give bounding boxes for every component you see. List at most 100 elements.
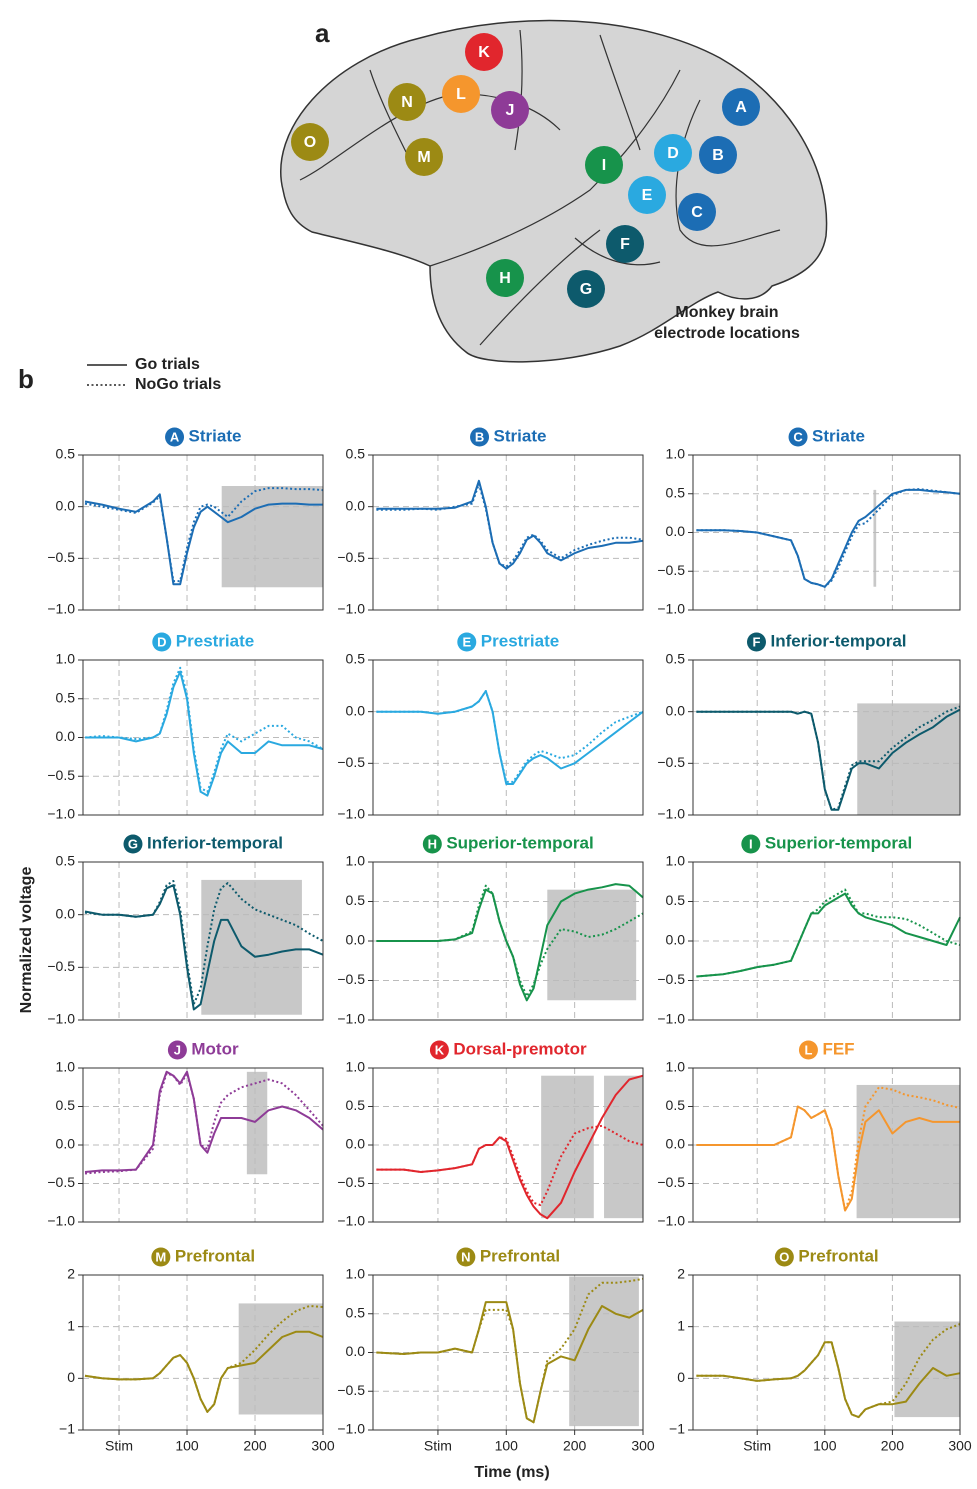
x-tick-label: 300 — [631, 1438, 655, 1454]
plot-frame — [692, 1274, 961, 1431]
plot-frame — [82, 454, 324, 611]
y-tick-label: 2 — [67, 1266, 75, 1282]
y-tick-label: −1.0 — [47, 1213, 75, 1229]
plot-frame — [82, 1067, 324, 1223]
y-tick-label: 0 — [677, 1369, 685, 1385]
data-line — [696, 1086, 961, 1212]
chart-title: Inferior-temporal — [770, 631, 906, 650]
title-badge-letter: E — [462, 634, 471, 649]
y-tick-label: −0.5 — [47, 549, 75, 565]
title-badge-letter: A — [170, 429, 180, 444]
y-tick-label: 0.0 — [346, 1136, 366, 1152]
y-tick-label: 1.0 — [56, 651, 76, 667]
title-badge — [456, 1247, 476, 1267]
data-line — [84, 1070, 324, 1173]
title-badge-letter: B — [475, 429, 484, 444]
y-tick-label: −0.5 — [657, 971, 685, 987]
shaded-region — [238, 1303, 323, 1415]
data-line — [696, 488, 961, 588]
y-tick-label: 1.0 — [666, 1059, 686, 1075]
y-tick-label: −1.0 — [337, 1011, 365, 1027]
y-tick-label: 2 — [677, 1266, 685, 1282]
data-line — [376, 1124, 644, 1207]
electrode-label: I — [602, 157, 606, 174]
electrode — [722, 88, 760, 126]
y-tick-label: 1 — [677, 1317, 685, 1333]
electrode — [606, 225, 644, 263]
y-tick-label: 0.5 — [346, 1304, 366, 1320]
panel-label: a — [315, 18, 330, 48]
brain-sulci — [299, 29, 781, 346]
x-tick-label: 100 — [495, 1438, 519, 1454]
electrode-label: A — [735, 99, 747, 116]
title-badge-letter: C — [793, 429, 803, 444]
data-line — [696, 1341, 961, 1419]
shaded-region — [201, 879, 302, 1015]
electrode-label: B — [712, 147, 724, 164]
y-tick-label: −1.0 — [47, 601, 75, 617]
data-line — [696, 1105, 960, 1212]
title-badge — [798, 1040, 818, 1060]
electrode-label: N — [401, 94, 413, 111]
electrode — [678, 193, 716, 231]
plot-frame — [82, 1274, 324, 1431]
y-tick-label: 0.0 — [666, 702, 686, 718]
title-badge — [788, 427, 808, 447]
plot-frame — [372, 659, 644, 816]
electrode — [291, 123, 329, 161]
y-axis-label: Normalized voltage — [18, 867, 35, 1014]
title-badge-letter: J — [174, 1042, 181, 1057]
title-badge — [167, 1040, 187, 1060]
y-tick-label: 1.0 — [666, 446, 686, 462]
chart-title: Motor — [191, 1039, 239, 1058]
chart-title: Prefrontal — [480, 1246, 560, 1265]
data-line — [696, 705, 961, 811]
y-tick-label: 0.5 — [346, 446, 366, 462]
title-badge-letter: H — [428, 836, 437, 851]
y-tick-label: 1.0 — [56, 1059, 76, 1075]
data-line — [84, 1072, 324, 1175]
y-tick-label: 1.0 — [346, 1266, 366, 1282]
data-line — [84, 884, 324, 1011]
panel-label: b — [18, 364, 34, 394]
electrode-label: O — [304, 134, 316, 151]
electrode — [491, 91, 529, 129]
x-tick-label: 300 — [311, 1438, 335, 1454]
data-line — [376, 690, 644, 783]
y-tick-label: −1 — [669, 1421, 685, 1437]
y-tick-label: 0.0 — [666, 1136, 686, 1152]
title-badge — [470, 427, 490, 447]
y-tick-label: −0.5 — [337, 754, 365, 770]
brain-caption: electrode locations — [654, 325, 800, 342]
y-tick-label: 0.5 — [666, 1097, 686, 1113]
title-badge-letter: I — [749, 836, 753, 851]
y-tick-label: 0.5 — [56, 689, 76, 705]
title-badge-letter: K — [435, 1042, 445, 1057]
chart-title: Prefrontal — [798, 1246, 878, 1265]
plot-frame — [82, 659, 324, 816]
y-tick-label: −0.5 — [337, 1382, 365, 1398]
y-tick-label: 0.5 — [666, 651, 686, 667]
x-tick-label: 300 — [948, 1438, 972, 1454]
x-tick-label: 200 — [243, 1438, 267, 1454]
electrode-label: K — [478, 44, 490, 61]
plot-frame — [692, 1067, 961, 1223]
y-tick-label: −0.5 — [47, 1174, 75, 1190]
electrode-label: H — [499, 270, 511, 287]
shaded-region — [604, 1075, 643, 1219]
data-line — [85, 670, 324, 797]
data-line — [696, 888, 961, 978]
plot-frame — [692, 454, 961, 611]
y-tick-label: 1 — [67, 1317, 75, 1333]
x-tick-label: 200 — [563, 1438, 587, 1454]
plot-frame — [372, 861, 644, 1021]
electrode — [486, 259, 524, 297]
y-tick-label: −0.5 — [657, 1174, 685, 1190]
shaded-region — [547, 889, 637, 1001]
y-tick-label: −1.0 — [657, 1011, 685, 1027]
y-tick-label: −0.5 — [337, 1174, 365, 1190]
y-tick-label: 0.5 — [346, 892, 366, 908]
x-tick-label: Stim — [105, 1438, 133, 1454]
title-badge — [457, 632, 477, 652]
